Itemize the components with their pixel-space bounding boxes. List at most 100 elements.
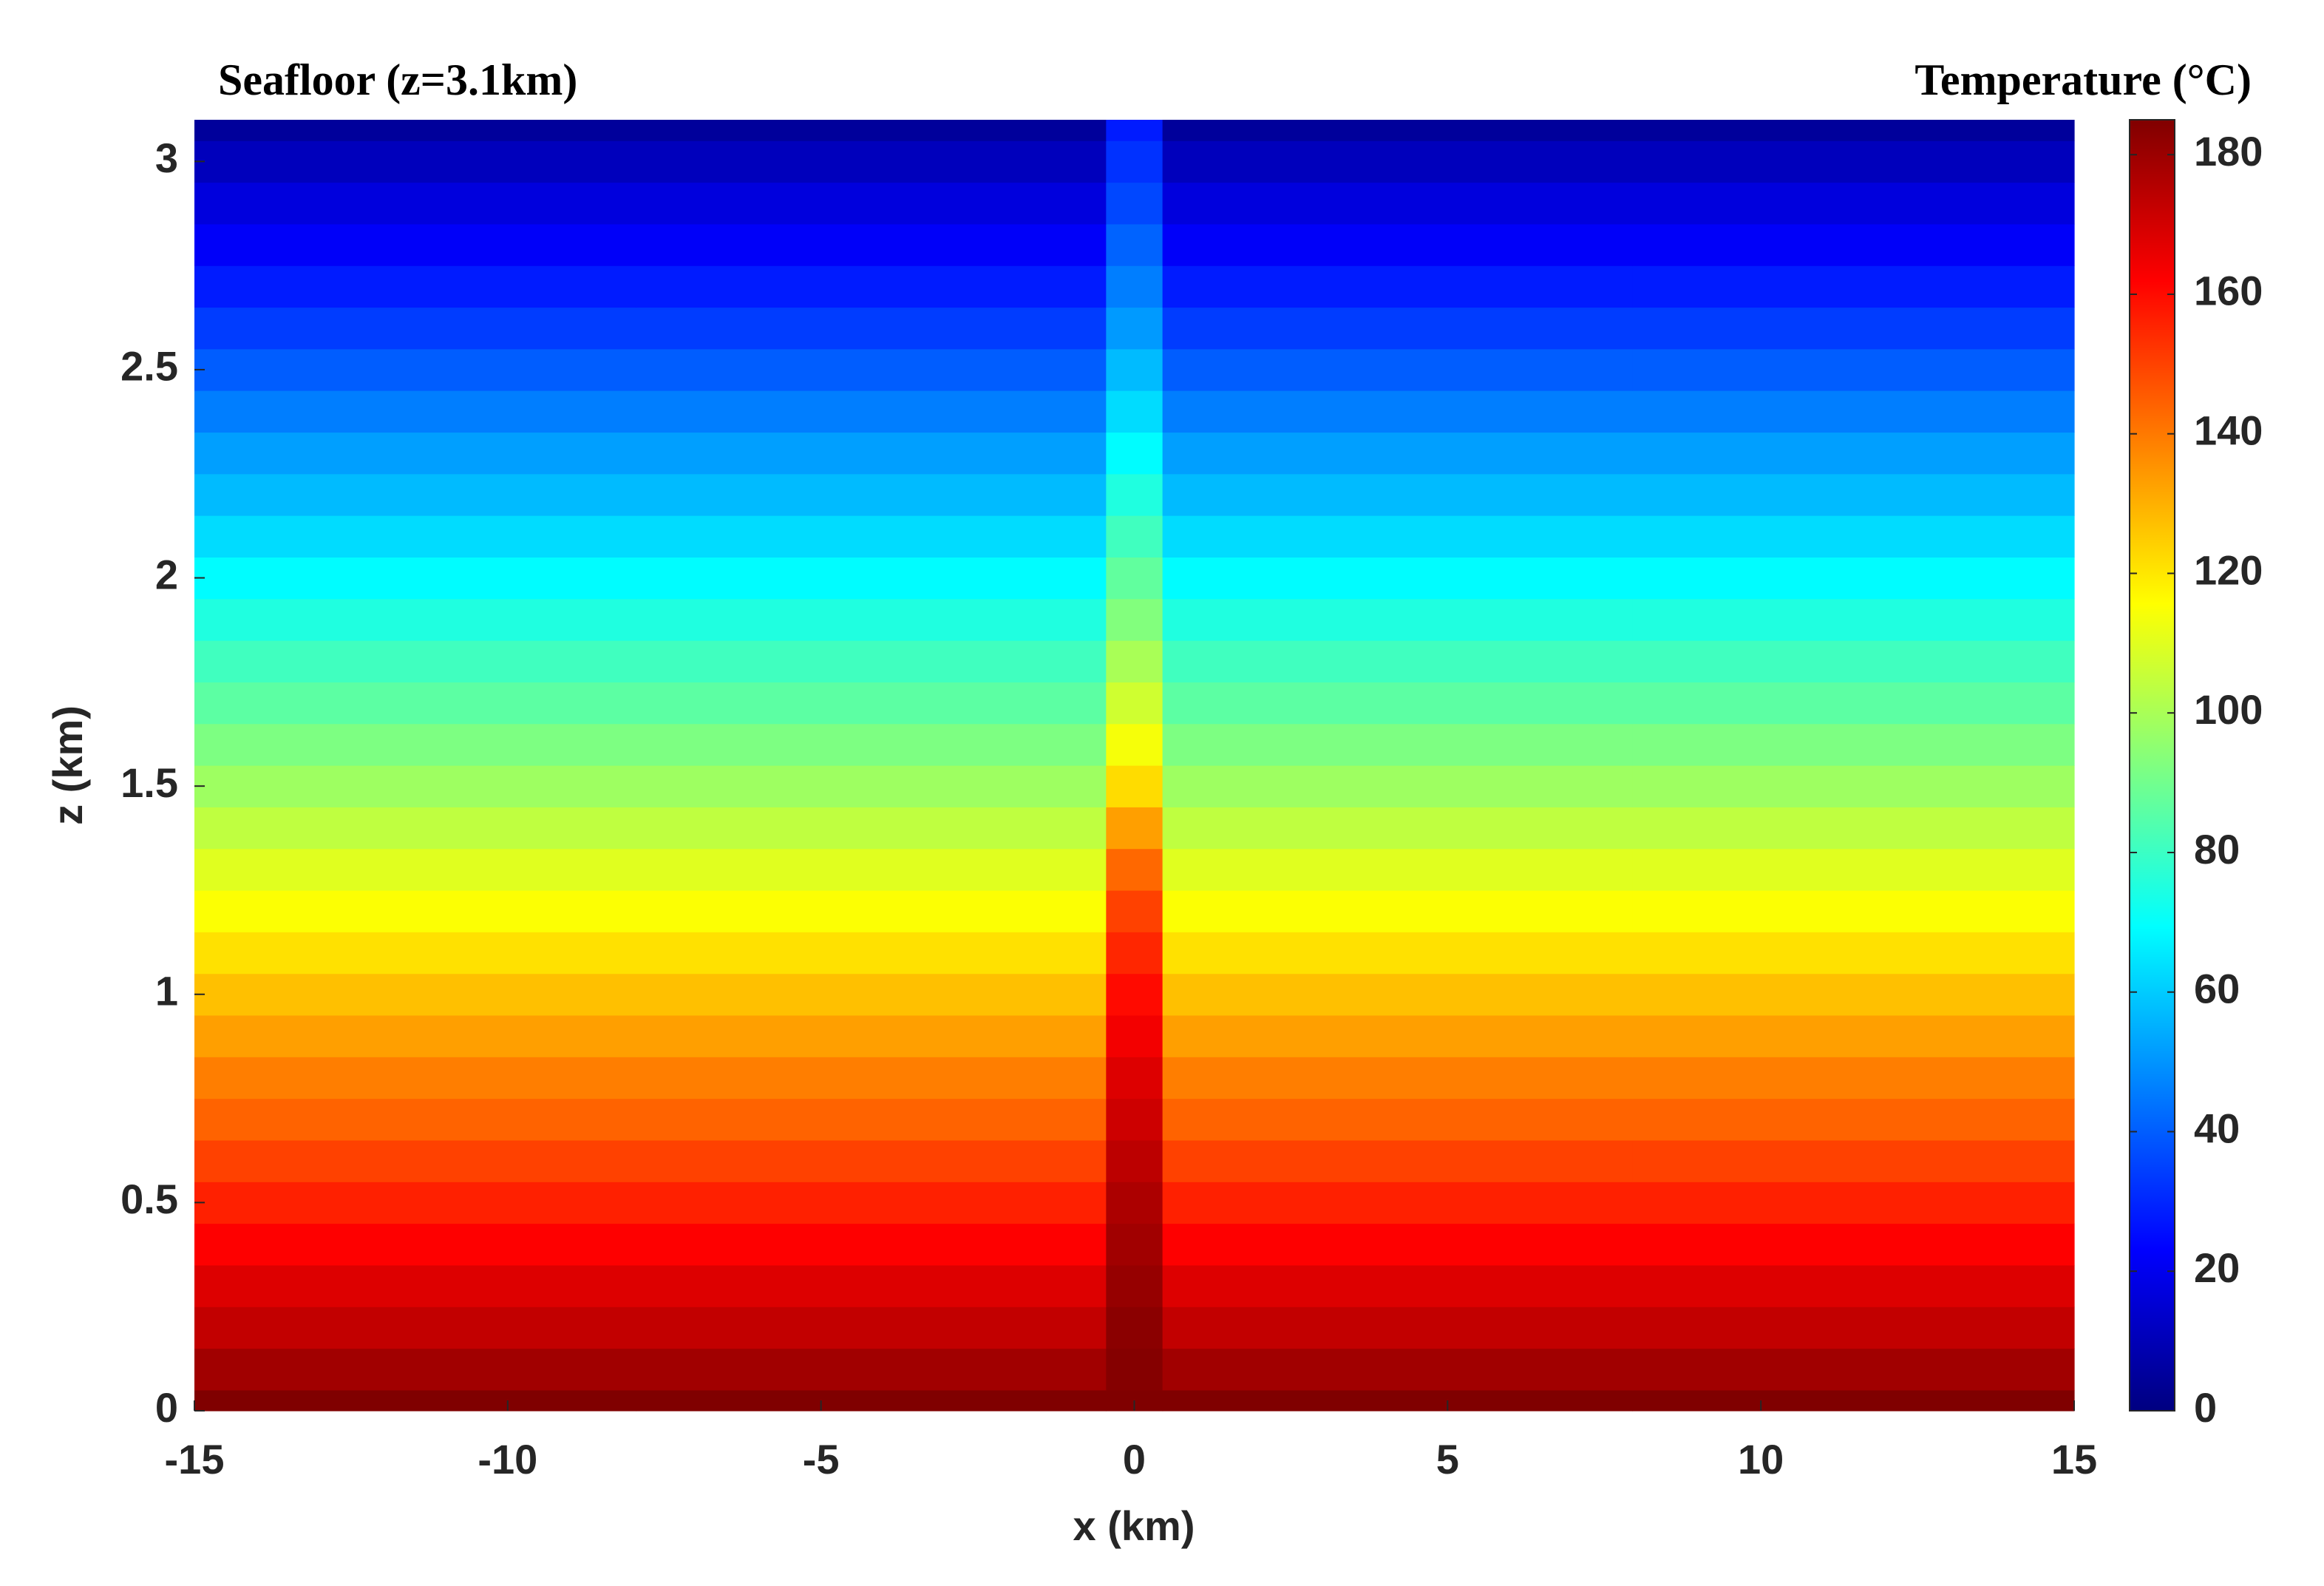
heat-cell (636, 515, 1107, 558)
heat-cell (1632, 1307, 2075, 1349)
heat-cell (636, 182, 1107, 225)
heat-cell (636, 640, 1107, 682)
heat-cell (1632, 473, 2075, 516)
heat-cell (1162, 390, 1633, 433)
heat-cell (1632, 182, 2075, 225)
heat-cell (194, 182, 637, 225)
heat-cell (1106, 1223, 1163, 1266)
heat-cell (194, 1182, 637, 1224)
heat-cell (194, 723, 637, 766)
heat-cell (1162, 1057, 1633, 1099)
heat-cell (1106, 515, 1163, 558)
heat-cell (636, 223, 1107, 266)
heat-cell (1162, 1139, 1633, 1182)
heat-cell (1632, 1389, 2075, 1412)
heat-cell (1632, 682, 2075, 725)
heat-cell (636, 473, 1107, 516)
x-tick-label: 0 (1123, 1436, 1146, 1482)
chart-title: Seafloor (z=3.1km) (218, 55, 577, 104)
colorbar-label: Temperature (°C) (1914, 55, 2252, 104)
heat-cell (1106, 848, 1163, 891)
heat-cell (636, 723, 1107, 766)
heat-cell (1106, 265, 1163, 308)
heat-cell (1162, 515, 1633, 558)
heat-cell (194, 120, 637, 141)
x-tick-label: 5 (1436, 1436, 1459, 1482)
heat-cell (1632, 807, 2075, 850)
heat-cell (1106, 932, 1163, 975)
heat-cell (1106, 1057, 1163, 1099)
heat-cell (1632, 598, 2075, 641)
heat-cell (194, 1098, 637, 1141)
x-tick-label: -5 (803, 1436, 840, 1482)
heat-cell (1632, 1348, 2075, 1391)
heat-cell (636, 390, 1107, 433)
heat-cell (1162, 640, 1633, 682)
heat-cell (194, 557, 637, 600)
heat-cell (1632, 932, 2075, 975)
heat-cell (1162, 1307, 1633, 1349)
heat-cell (1632, 307, 2075, 350)
heat-cell (194, 1223, 637, 1266)
y-tick-label: 0.5 (120, 1176, 178, 1222)
heat-cell (1106, 1264, 1163, 1307)
heat-cell (1106, 223, 1163, 266)
heat-cell (636, 1057, 1107, 1099)
heat-cell (1106, 182, 1163, 225)
heatmap (194, 120, 2075, 1412)
heat-cell (636, 682, 1107, 725)
heat-cell (1632, 848, 2075, 891)
heat-cell (1106, 723, 1163, 766)
heat-cell (194, 432, 637, 475)
heat-cell (636, 120, 1107, 141)
heat-cell (1632, 1098, 2075, 1141)
heat-cell (636, 307, 1107, 350)
heat-cell (1106, 348, 1163, 391)
heat-cell (194, 1307, 637, 1349)
heat-cell (1632, 765, 2075, 807)
colorbar-tick-label: 60 (2194, 966, 2240, 1012)
heat-cell (1632, 390, 2075, 433)
heat-cell (1162, 889, 1633, 932)
heat-cell (1106, 390, 1163, 433)
x-tick-label: 15 (2051, 1436, 2097, 1482)
heat-cell (1632, 1182, 2075, 1224)
heat-cell (1632, 640, 2075, 682)
heat-cell (1632, 723, 2075, 766)
heat-cell (1632, 140, 2075, 183)
heat-cell (636, 889, 1107, 932)
x-axis-label: x (km) (1073, 1502, 1195, 1549)
heat-cell (1632, 557, 2075, 600)
heat-cell (1106, 1307, 1163, 1349)
heat-cell (194, 265, 637, 308)
heat-cell (1162, 1098, 1633, 1141)
heat-cell (636, 807, 1107, 850)
heat-cell (636, 848, 1107, 891)
heat-cell (194, 932, 637, 975)
heat-cell (194, 1057, 637, 1099)
heat-cell (194, 1139, 637, 1182)
heat-cell (636, 1389, 1107, 1412)
heat-cell (194, 807, 637, 850)
x-tick-label: -10 (478, 1436, 537, 1482)
heat-cell (1632, 1139, 2075, 1182)
heat-cell (636, 348, 1107, 391)
heat-cell (194, 889, 637, 932)
heat-cell (194, 515, 637, 558)
heat-cell (1106, 140, 1163, 183)
heat-cell (1106, 682, 1163, 725)
heat-cell (194, 598, 637, 641)
heat-cell (636, 1098, 1107, 1141)
heat-cell (636, 1014, 1107, 1057)
heat-cell (636, 557, 1107, 600)
heat-cell (636, 265, 1107, 308)
heat-cell (1106, 473, 1163, 516)
colorbar-tick-label: 180 (2194, 128, 2263, 174)
heat-cell (1162, 223, 1633, 266)
heat-cell (1162, 765, 1633, 807)
heat-cell (1632, 1223, 2075, 1266)
heat-cell (1106, 432, 1163, 475)
heat-cell (636, 973, 1107, 1016)
heat-cell (194, 1389, 637, 1412)
